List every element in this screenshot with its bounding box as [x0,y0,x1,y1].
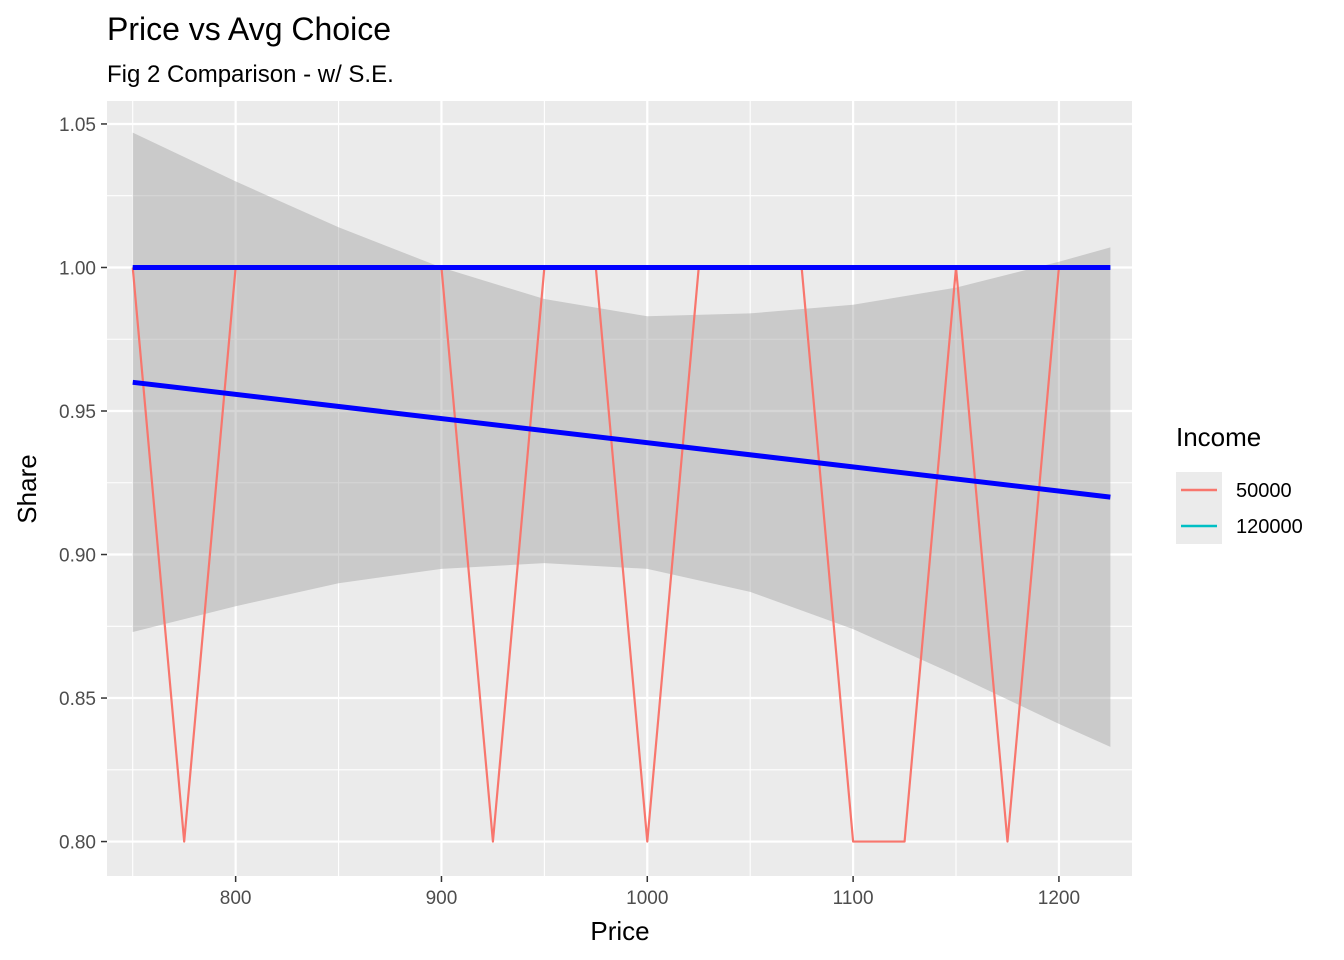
x-tick-label: 800 [220,888,252,909]
chart-title: Price vs Avg Choice [107,11,391,47]
y-tick-label: 0.85 [59,689,96,710]
y-tick-label: 1.00 [59,258,96,279]
y-tick-label: 0.95 [59,402,96,423]
y-tick-label: 1.05 [59,115,96,136]
legend-label: 50000 [1236,480,1292,502]
y-tick-label: 0.90 [59,546,96,567]
plot-panel [107,101,1132,876]
legend: Income 50000 120000 [1176,422,1303,544]
x-tick-label: 900 [426,888,458,909]
x-tick-label: 1100 [833,888,874,909]
x-tick-label: 1200 [1038,888,1080,909]
x-axis-title: Price [590,916,649,946]
chart-subtitle: Fig 2 Comparison - w/ S.E. [107,61,394,88]
legend-label: 120000 [1236,516,1303,538]
legend-title: Income [1176,422,1261,452]
panel-background [107,101,1132,876]
fit-line-50000 [132,379,1111,500]
y-tick-label: 0.80 [59,833,96,854]
x-tick-label: 1000 [626,888,668,909]
y-axis-title: Share [12,454,42,523]
